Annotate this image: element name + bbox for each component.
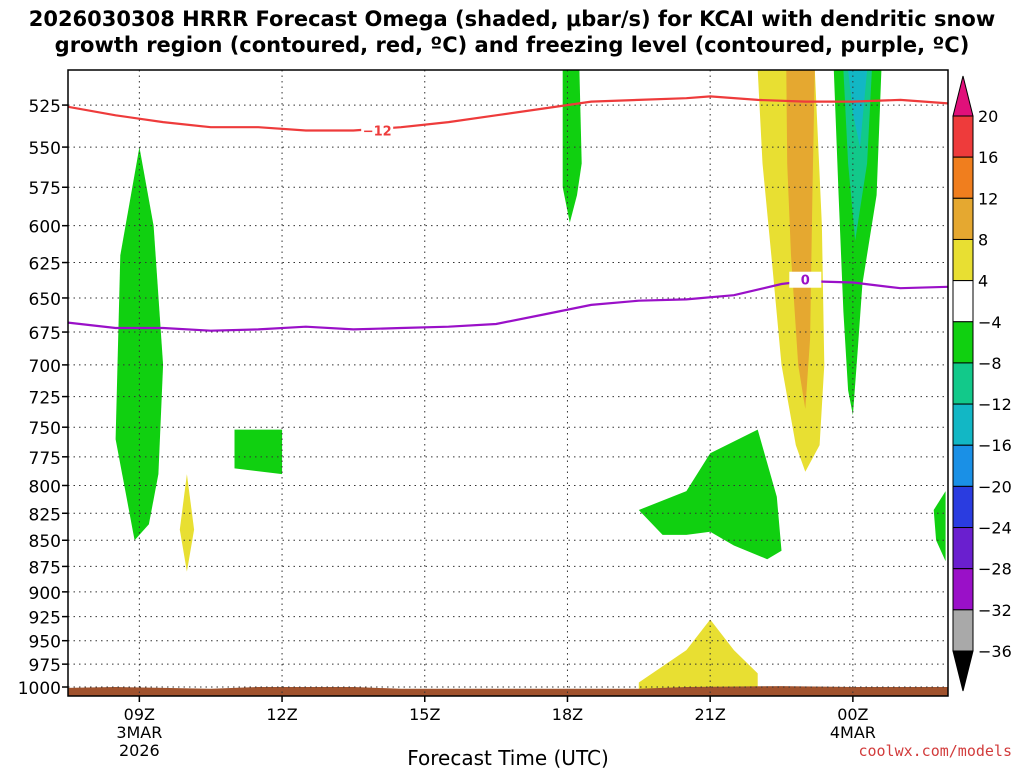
credit-text: coolwx.com/models (858, 742, 1012, 760)
colorbar-label-5: −4 (978, 313, 1002, 332)
y-tick-label-675: 675 (29, 324, 61, 344)
colorbar-label-1: 16 (978, 148, 998, 167)
colorbar-label-0: 20 (978, 107, 998, 126)
y-tick-label-575: 575 (29, 179, 61, 199)
omega-region-7 (786, 70, 815, 409)
chart-title-line-2: growth region (contoured, red, ºC) and f… (54, 33, 970, 57)
contour-line-0 (68, 95, 948, 132)
y-tick-label-925: 925 (29, 609, 61, 629)
omega-shading (115, 70, 946, 690)
x-tick-label-18Z: 18Z (552, 705, 583, 724)
colorbar-label-7: −12 (978, 395, 1012, 414)
omega-region-10 (848, 70, 868, 148)
y-tick-label-775: 775 (29, 449, 61, 469)
x-tick-label-00Z: 00Z (837, 705, 868, 724)
y-tick-label-750: 750 (29, 419, 61, 439)
colorbar-label-8: −16 (978, 436, 1012, 455)
y-tick-label-800: 800 (29, 477, 61, 497)
y-tick-label-1000: 1000 (18, 679, 61, 699)
x-tick-year-09Z: 2026 (119, 741, 160, 760)
y-tick-label-975: 975 (29, 656, 61, 676)
colorbar-label-11: −28 (978, 560, 1012, 579)
colorbar-bin-0 (952, 115, 974, 158)
y-tick-label-900: 900 (29, 584, 61, 604)
colorbar-bin-5 (952, 321, 974, 364)
omega-region-5 (638, 619, 758, 690)
contour-lines: −12 0 (68, 95, 948, 332)
x-tick-label-09Z: 09Z (124, 705, 155, 724)
y-tick-label-525: 525 (29, 97, 61, 117)
chart-title-line-1: 2026030308 HRRR Forecast Omega (shaded, … (28, 7, 996, 31)
colorbar-label-3: 8 (978, 230, 988, 249)
colorbar-bin-6 (952, 362, 974, 405)
y-tick-label-700: 700 (29, 357, 61, 377)
colorbar-bottom-arrow (952, 650, 974, 692)
omega-region-11 (933, 491, 946, 562)
y-tick-label-725: 725 (29, 389, 61, 409)
y-tick-label-950: 950 (29, 633, 61, 653)
omega-region-0 (115, 147, 164, 541)
x-tick-label-15Z: 15Z (409, 705, 440, 724)
colorbar-bin-4 (952, 280, 974, 323)
axes: 525 550 575 600 625 650 675 700 725 750 775 800 825 8… (18, 97, 876, 760)
x-tick-date-00Z: 4MAR (830, 723, 876, 742)
colorbar-bin-7 (952, 403, 974, 446)
y-tick-label-550: 550 (29, 139, 61, 159)
omega-region-3 (562, 70, 582, 223)
contour-line-1 (68, 279, 948, 332)
plot-frame (67, 69, 949, 697)
colorbar-label-9: −20 (978, 477, 1012, 496)
colorbar-bin-9 (952, 485, 974, 529)
colorbar-bin-8 (952, 444, 974, 487)
colorbar-label-10: −24 (978, 519, 1012, 538)
colorbar-bin-12 (952, 609, 974, 652)
y-tick-label-600: 600 (29, 218, 61, 238)
omega-region-1 (179, 474, 195, 572)
y-tick-label-850: 850 (29, 532, 61, 552)
colorbar-bin-10 (952, 527, 974, 570)
chart-title: 2026030308 HRRR Forecast Omega (shaded, … (0, 6, 1024, 58)
omega-region-8 (833, 70, 882, 416)
colorbar-label-13: −36 (978, 642, 1012, 661)
x-tick-label-12Z: 12Z (266, 705, 297, 724)
colorbar-label-2: 12 (978, 189, 998, 208)
x-axis-label: Forecast Time (UTC) (407, 746, 609, 768)
gridlines (68, 70, 948, 696)
x-tick-date-09Z: 3MAR (116, 723, 162, 742)
contour-label-1: 0 (801, 274, 810, 289)
colorbar-bin-11 (952, 568, 974, 611)
colorbar-top-arrow (952, 75, 974, 117)
contour-label-bg-0 (361, 122, 394, 139)
y-tick-label-650: 650 (29, 290, 61, 310)
contour-label-bg-1 (789, 271, 822, 288)
colorbar-label-6: −8 (978, 354, 1002, 373)
y-tick-label-875: 875 (29, 558, 61, 578)
contour-label-0: −12 (363, 125, 392, 140)
y-tick-label-825: 825 (29, 505, 61, 525)
omega-region-2 (234, 429, 283, 475)
colorbar-bin-1 (952, 156, 974, 199)
x-tick-label-21Z: 21Z (694, 705, 725, 724)
colorbar: 20 16 12 8 4 −4 −8 −12 −16 −20 −24 −28 −32 −36 (952, 75, 1012, 692)
colorbar-label-12: −32 (978, 601, 1012, 620)
ground-surface (68, 686, 948, 696)
y-tick-label-625: 625 (29, 255, 61, 275)
colorbar-bin-3 (952, 238, 974, 282)
colorbar-label-4: 4 (978, 272, 988, 291)
ground-layer (68, 686, 948, 696)
colorbar-bin-2 (952, 197, 974, 240)
omega-region-9 (843, 70, 872, 241)
